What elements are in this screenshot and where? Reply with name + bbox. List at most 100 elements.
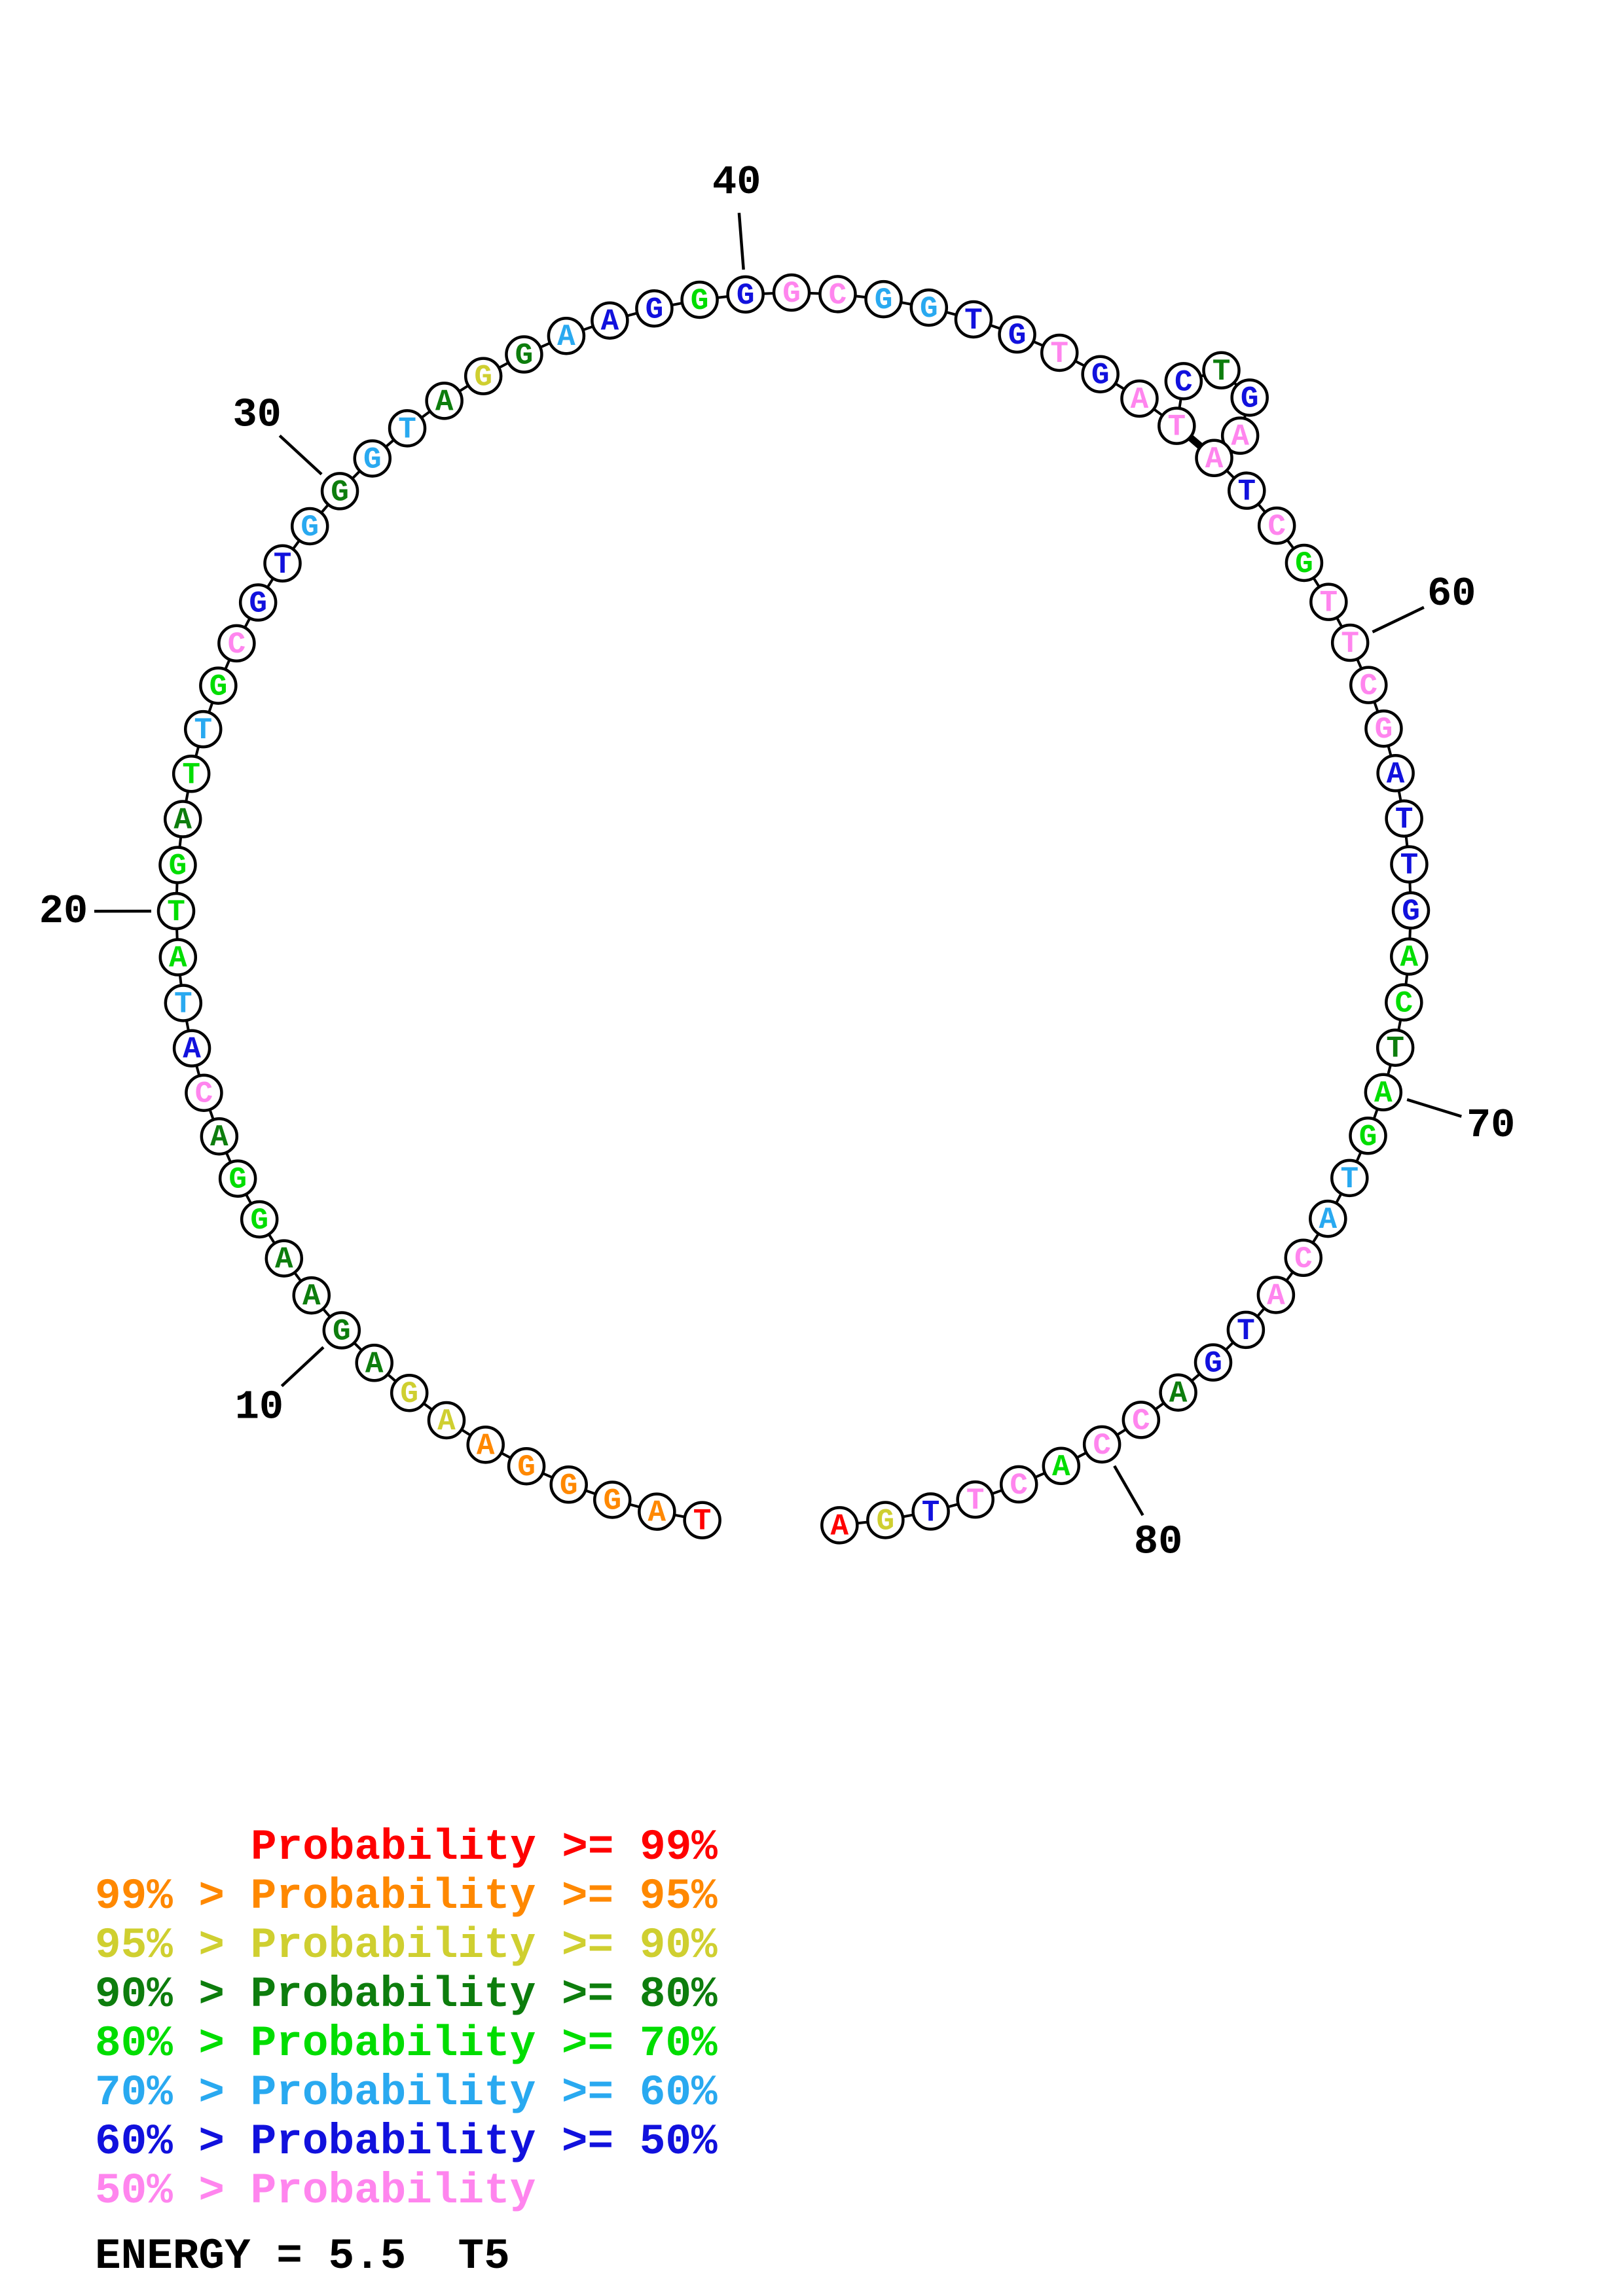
nucleotide-base-37: A [601, 305, 619, 339]
nucleotide-base-5: G [517, 1450, 536, 1484]
nucleotide-75 [1256, 1276, 1296, 1314]
nucleotide-15 [200, 1117, 239, 1156]
nucleotide-base-14: G [228, 1163, 247, 1197]
nucleotide-35 [505, 335, 543, 374]
nucleotide-base-66: G [1402, 895, 1420, 929]
nucleotide-base-55: A [1205, 442, 1224, 476]
nucleotide-69 [1376, 1028, 1415, 1067]
nucleotide-50 [1158, 406, 1196, 445]
nucleotide-base-7: A [437, 1405, 456, 1439]
nucleotide-55 [1195, 439, 1233, 478]
tick-label-60: 60 [1427, 571, 1476, 617]
nucleotide-5 [507, 1446, 546, 1486]
nucleotide-79 [1122, 1401, 1161, 1439]
nucleotide-51 [1164, 362, 1203, 401]
nucleotide-base-10: G [333, 1315, 351, 1349]
nucleotide-36 [547, 316, 586, 355]
nucleotide-11 [292, 1276, 331, 1315]
nucleotide-13 [240, 1200, 279, 1239]
legend-entry-99: Probability >= 99% [251, 1823, 718, 1872]
legend-entry-lt50: 50% > Probability [95, 2166, 536, 2215]
sequence-circle: 10203040607080TAGGGAAGAGAAGGACATATGATTGC… [39, 159, 1516, 1565]
nucleotide-base-40: G [737, 279, 755, 313]
tick-label-20: 20 [39, 888, 88, 935]
nucleotide-base-8: G [400, 1377, 418, 1411]
nucleotide-47 [1040, 333, 1079, 372]
nucleotide-base-81: A [1052, 1450, 1070, 1484]
legend-entry-70: 80% > Probability >= 70% [95, 2019, 718, 2068]
probability-legend: Probability >= 99% 99% > Probability >= … [95, 1823, 718, 2281]
nucleotide-19 [158, 938, 198, 977]
nucleotide-82 [999, 1465, 1038, 1504]
nucleotide-base-4: G [560, 1469, 578, 1503]
tick-label-30: 30 [232, 391, 281, 438]
nucleotide-25 [199, 666, 238, 705]
nucleotide-68 [1385, 983, 1423, 1022]
nucleotide-base-15: A [210, 1121, 228, 1155]
nucleotide-base-34: G [474, 361, 492, 395]
nucleotide-base-68: C [1395, 986, 1413, 1020]
tick-line-80 [1113, 1465, 1144, 1516]
nucleotide-41 [772, 273, 811, 312]
nucleotide-8 [390, 1373, 429, 1412]
nucleotide-53 [1230, 378, 1269, 417]
nucleotide-base-48: G [1091, 359, 1110, 393]
nucleotide-base-58: G [1295, 547, 1313, 581]
nucleotide-base-54: A [1231, 420, 1249, 454]
nucleotide-base-11: A [302, 1280, 321, 1314]
nucleotide-base-79: C [1132, 1404, 1150, 1438]
nucleotide-16 [185, 1073, 223, 1112]
nucleotide-34 [464, 357, 503, 395]
nucleotide-28 [263, 544, 302, 583]
nucleotide-base-41: G [782, 277, 801, 311]
legend-entry-50: 60% > Probability >= 50% [95, 2117, 718, 2166]
nucleotide-base-38: G [646, 293, 664, 327]
tick-label-80: 80 [1134, 1518, 1182, 1565]
nucleotide-base-3: G [603, 1484, 621, 1518]
nucleotide-71 [1349, 1117, 1387, 1155]
nucleotide-base-20: T [167, 895, 185, 929]
nucleotide-base-69: T [1386, 1032, 1404, 1066]
nucleotide-base-22: A [173, 804, 192, 838]
nucleotide-base-57: C [1267, 510, 1286, 544]
nucleotide-base-26: C [228, 628, 246, 662]
nucleotide-base-23: T [182, 758, 200, 792]
nucleotide-base-61: C [1359, 670, 1377, 704]
nucleotide-31 [353, 439, 392, 478]
legend-entry-90: 95% > Probability >= 90% [95, 1921, 718, 1970]
nucleotide-67 [1390, 937, 1429, 976]
nucleotide-base-30: G [331, 475, 349, 509]
nucleotide-58 [1285, 543, 1324, 583]
nucleotide-base-32: T [398, 412, 416, 446]
nucleotide-base-71: G [1359, 1120, 1377, 1154]
nucleotide-base-50: T [1168, 410, 1186, 444]
nucleotide-23 [172, 755, 211, 793]
nucleotide-62 [1364, 709, 1403, 748]
nucleotide-45 [954, 300, 993, 339]
nucleotide-2 [638, 1492, 676, 1531]
nucleotide-73 [1309, 1199, 1347, 1238]
nucleotide-14 [218, 1159, 257, 1198]
nucleotide-72 [1330, 1158, 1369, 1198]
nucleotide-61 [1349, 666, 1388, 704]
legend-entry-95: 99% > Probability >= 95% [95, 1872, 718, 1921]
nucleotide-20 [156, 891, 196, 931]
nucleotide-86 [820, 1506, 859, 1545]
nucleotide-base-13: G [250, 1204, 268, 1238]
nucleotide-base-78: A [1169, 1377, 1188, 1411]
nucleotide-base-6: A [477, 1429, 495, 1463]
tick-label-70: 70 [1467, 1102, 1515, 1149]
nucleotide-42 [818, 275, 857, 314]
legend-entry-60: 70% > Probability >= 60% [95, 2068, 718, 2117]
nucleotide-base-83: T [966, 1484, 985, 1518]
nucleotide-12 [264, 1239, 304, 1278]
nucleotide-base-18: T [174, 987, 192, 1021]
nucleotide-base-65: T [1400, 849, 1419, 883]
nucleotide-22 [163, 800, 202, 838]
nucleotide-74 [1284, 1238, 1323, 1278]
nucleotide-46 [998, 315, 1036, 354]
nucleotide-base-28: T [274, 548, 292, 582]
nucleotide-base-43: G [875, 283, 893, 317]
nucleotide-44 [909, 288, 949, 327]
